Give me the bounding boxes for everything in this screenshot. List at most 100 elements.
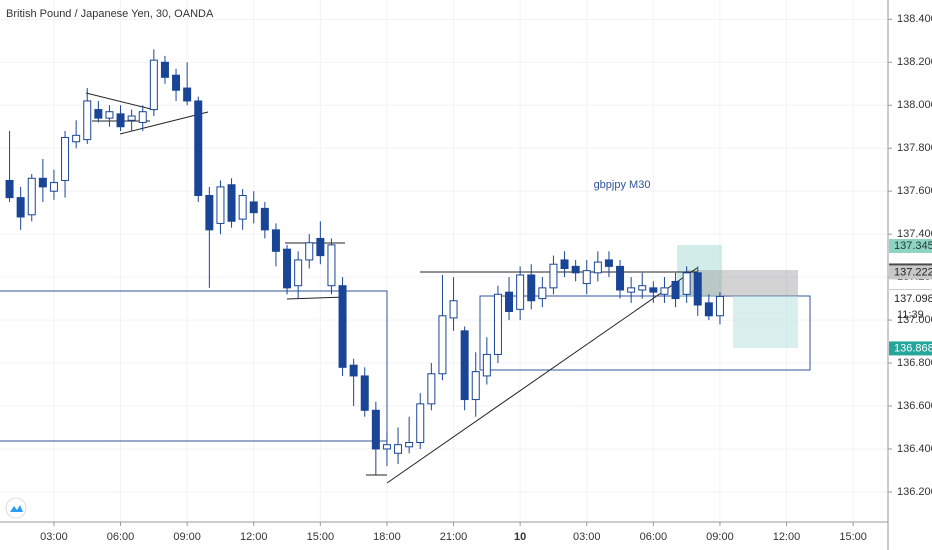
candle-body bbox=[349, 364, 358, 377]
candle-body bbox=[94, 109, 103, 119]
grid bbox=[0, 0, 888, 522]
candle-body bbox=[260, 207, 269, 231]
y-tick-label: 138.400 bbox=[897, 13, 932, 25]
candle-body bbox=[61, 136, 70, 181]
candle-body bbox=[593, 261, 602, 274]
candle-body bbox=[16, 197, 25, 218]
candle-body bbox=[338, 285, 347, 368]
x-tick-label: 12:00 bbox=[773, 531, 801, 543]
candle-body bbox=[604, 259, 613, 267]
candle-body bbox=[127, 115, 136, 121]
candle-body bbox=[283, 248, 292, 289]
candle-body bbox=[172, 74, 181, 91]
x-tick-label: 15:00 bbox=[307, 531, 335, 543]
candle-body bbox=[693, 272, 702, 306]
candle-body bbox=[316, 237, 325, 257]
price-tag-label: 137.222 bbox=[894, 266, 932, 278]
x-tick-label: 15:00 bbox=[839, 531, 867, 543]
candle-body bbox=[505, 291, 514, 312]
x-tick-label: 12:00 bbox=[240, 531, 268, 543]
trend-line bbox=[85, 92, 156, 111]
y-tick-label: 137.800 bbox=[897, 142, 932, 154]
candle-body bbox=[371, 409, 380, 450]
candle-body bbox=[715, 295, 724, 317]
candle-body bbox=[405, 442, 414, 448]
candle-body bbox=[238, 194, 247, 220]
trend-line bbox=[119, 111, 209, 135]
price-tag-label: 136.868 bbox=[894, 342, 932, 354]
candle-body bbox=[105, 111, 114, 119]
price-tag-label: 137.098 bbox=[894, 293, 932, 305]
y-tick-label: 137.000 bbox=[897, 314, 932, 326]
candle-body bbox=[271, 229, 280, 252]
y-tick-label: 136.200 bbox=[897, 486, 932, 498]
candle-body bbox=[327, 244, 336, 287]
candle-body bbox=[571, 265, 580, 274]
y-tick-label: 137.400 bbox=[897, 228, 932, 240]
x-tick-label: 09:00 bbox=[706, 531, 734, 543]
candle-body bbox=[427, 373, 436, 405]
candle-body bbox=[194, 100, 203, 196]
candle-body bbox=[438, 315, 447, 375]
candle-body bbox=[382, 444, 391, 450]
candle-body bbox=[216, 186, 225, 224]
candle-body bbox=[5, 179, 14, 199]
candle-body bbox=[638, 285, 647, 291]
candle-body bbox=[560, 259, 569, 270]
candle-body bbox=[549, 263, 558, 289]
candle-body bbox=[516, 274, 525, 310]
candle-body bbox=[471, 371, 480, 401]
candle-body bbox=[183, 87, 192, 102]
target-box bbox=[733, 296, 798, 348]
candle-body bbox=[394, 444, 403, 454]
x-tick-label: 09:00 bbox=[173, 531, 201, 543]
candle-body bbox=[704, 302, 713, 317]
x-tick-label: 06:00 bbox=[640, 531, 668, 543]
chart-title: British Pound / Japanese Yen, 30, OANDA bbox=[6, 8, 214, 20]
price-tag bbox=[889, 341, 932, 356]
axes: 136.200 136.400 136.600 136.800 137.000 137.2… bbox=[40, 13, 932, 543]
x-tick-label: 03:00 bbox=[40, 531, 68, 543]
y-tick-label: 136.600 bbox=[897, 400, 932, 412]
candle-body bbox=[460, 330, 469, 401]
logo bbox=[5, 497, 27, 519]
x-tick-label: 21:00 bbox=[440, 531, 468, 543]
candle-body bbox=[138, 111, 147, 123]
candle-body bbox=[38, 177, 47, 188]
drawings bbox=[0, 92, 811, 484]
y-tick-label: 138.000 bbox=[897, 99, 932, 111]
candle-body bbox=[493, 293, 502, 355]
x-tick-label: 18:00 bbox=[373, 531, 401, 543]
price-tag-label: 137.345 bbox=[894, 240, 932, 252]
y-tick-label: 136.800 bbox=[897, 357, 932, 369]
trend-line bbox=[286, 296, 346, 300]
candle-body bbox=[527, 274, 536, 302]
candle-body bbox=[160, 61, 169, 78]
candle-body bbox=[227, 184, 236, 222]
y-tick-label: 137.600 bbox=[897, 185, 932, 197]
price-tag bbox=[889, 292, 932, 307]
candle-body bbox=[305, 242, 314, 261]
candle-body bbox=[72, 134, 81, 143]
stop-box bbox=[686, 270, 798, 296]
zone-rect bbox=[479, 295, 811, 371]
candle-body bbox=[27, 177, 36, 216]
y-tick-label: 138.200 bbox=[897, 56, 932, 68]
candle-body bbox=[449, 300, 458, 319]
candle-body bbox=[538, 287, 547, 300]
candle-body bbox=[360, 375, 369, 411]
candle-body bbox=[149, 59, 158, 111]
candle-body bbox=[649, 287, 658, 293]
trend-line bbox=[386, 267, 698, 484]
candle-body bbox=[249, 201, 258, 214]
candle-body bbox=[582, 270, 591, 285]
x-tick-label: 03:00 bbox=[573, 531, 601, 543]
candle-body bbox=[616, 265, 625, 291]
candle-body bbox=[294, 259, 303, 287]
zone-rect bbox=[0, 290, 388, 442]
candle-body bbox=[660, 287, 669, 295]
candle-body bbox=[482, 353, 491, 377]
candle-body bbox=[205, 194, 214, 231]
candle-body bbox=[49, 182, 58, 192]
